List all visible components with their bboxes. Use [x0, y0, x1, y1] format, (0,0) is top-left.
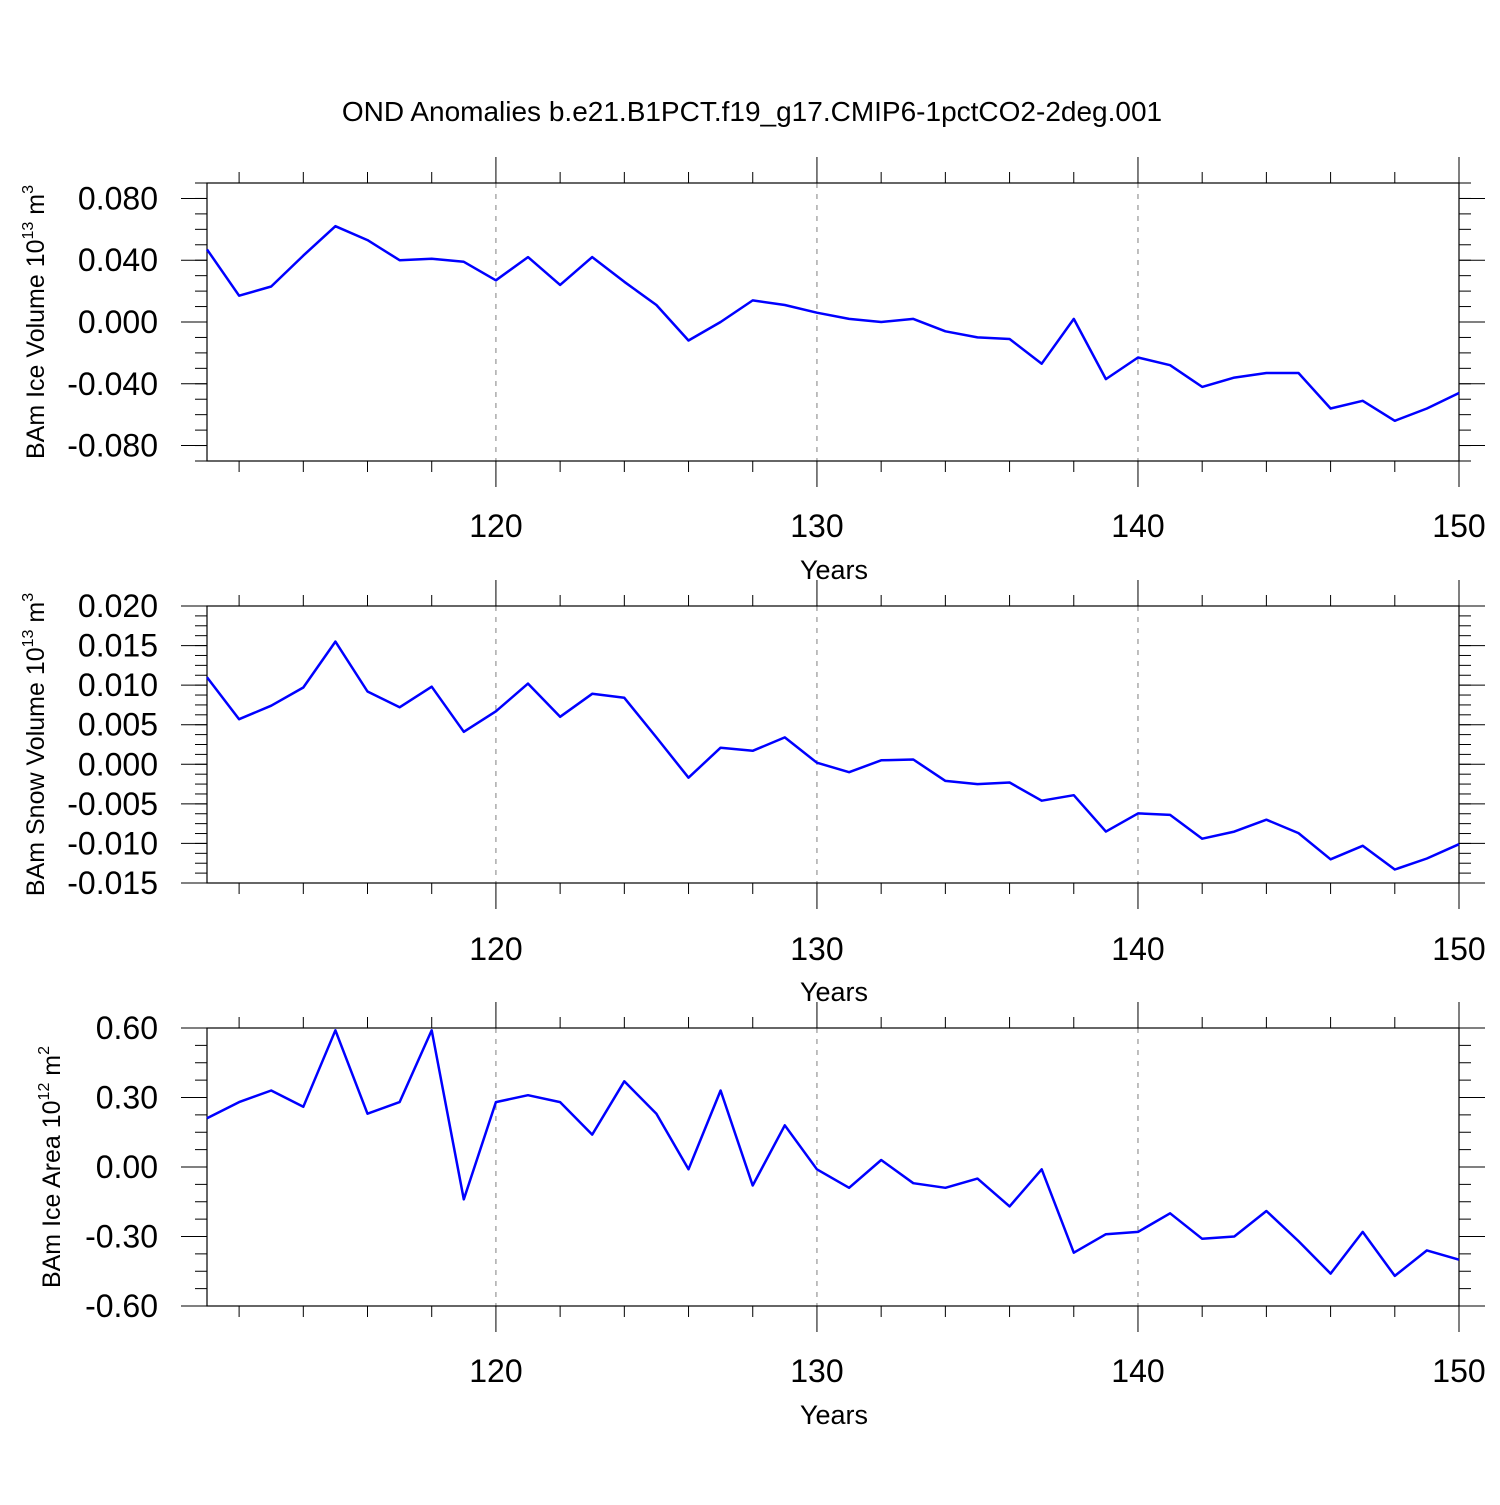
x-tick-label: 120	[469, 1353, 522, 1389]
series-line	[206, 1029, 1460, 1278]
y-tick-label: 0.080	[78, 180, 158, 216]
y-tick-label: 0.000	[78, 304, 158, 340]
y-tick-label: -0.040	[67, 366, 158, 402]
x-tick-label: 130	[790, 931, 843, 967]
plot-frame	[206, 605, 1460, 884]
y-tick-label: -0.010	[67, 825, 158, 861]
y-label-text: BAm Snow Volume 10	[22, 647, 50, 896]
y-tick-label: -0.30	[85, 1219, 158, 1255]
y-tick-label: 0.005	[78, 707, 158, 743]
x-tick-label: 150	[1432, 508, 1485, 544]
plot-frame	[206, 182, 1460, 462]
plot-frame	[206, 1027, 1460, 1307]
ice-area-panel: 120 130 140 150 0.60 0.30 0.00 -0.30 -0.60 Years B…	[36, 1002, 1486, 1430]
x-tick-label: 140	[1111, 508, 1164, 544]
y-tick-label: 0.010	[78, 667, 158, 703]
y-label-superscript: 2	[36, 1046, 53, 1055]
y-label-superscript: 13	[20, 222, 37, 240]
x-axis-label: Years	[800, 555, 868, 585]
x-tick-label: 130	[790, 1353, 843, 1389]
y-axis-label: BAm Ice Volume 1013 m3	[20, 185, 50, 459]
x-tick-label: 140	[1111, 1353, 1164, 1389]
chart-title: OND Anomalies b.e21.B1PCT.f19_g17.CMIP6-…	[342, 96, 1162, 127]
y-tick-label: 0.015	[78, 628, 158, 664]
series-line	[205, 224, 1460, 423]
y-label-text: BAm Ice Volume 10	[22, 239, 50, 459]
x-axis-label: Years	[800, 977, 868, 1007]
y-label-superscript: 12	[36, 1083, 53, 1101]
x-tick-label: 120	[469, 508, 522, 544]
y-tick-label: 0.60	[96, 1010, 158, 1046]
x-tick-label: 130	[790, 508, 843, 544]
y-tick-label: 0.00	[96, 1149, 158, 1185]
y-tick-label: 0.30	[96, 1080, 158, 1116]
y-label-text: m	[22, 194, 50, 222]
y-axis-label: BAm Ice Area 1012 m2	[36, 1046, 66, 1288]
ice-volume-panel: 120 130 140 150 0.080 0.040 0.000 -0.040 -0.080 Y…	[20, 157, 1486, 585]
x-tick-label: 150	[1432, 1353, 1485, 1389]
y-tick-label: 0.040	[78, 242, 158, 278]
y-tick-label: -0.015	[67, 865, 158, 901]
y-axis-label: BAm Snow Volume 1013 m3	[20, 593, 50, 896]
x-tick-label: 150	[1432, 931, 1485, 967]
x-axis-label: Years	[800, 1400, 868, 1430]
y-tick-label: 0.000	[78, 746, 158, 782]
series-line	[206, 640, 1460, 871]
y-tick-label: -0.60	[85, 1288, 158, 1324]
y-label-superscript: 13	[20, 629, 37, 647]
x-tick-label: 120	[469, 931, 522, 967]
y-label-superscript: 3	[20, 185, 37, 194]
y-tick-label: -0.005	[67, 786, 158, 822]
y-label-text: m	[22, 602, 50, 630]
y-label-text: BAm Ice Area 10	[38, 1100, 66, 1288]
y-tick-label: -0.080	[67, 428, 158, 464]
y-tick-label: 0.020	[78, 588, 158, 624]
y-label-text: m	[38, 1055, 66, 1083]
x-tick-label: 140	[1111, 931, 1164, 967]
y-label-superscript: 3	[20, 593, 37, 602]
